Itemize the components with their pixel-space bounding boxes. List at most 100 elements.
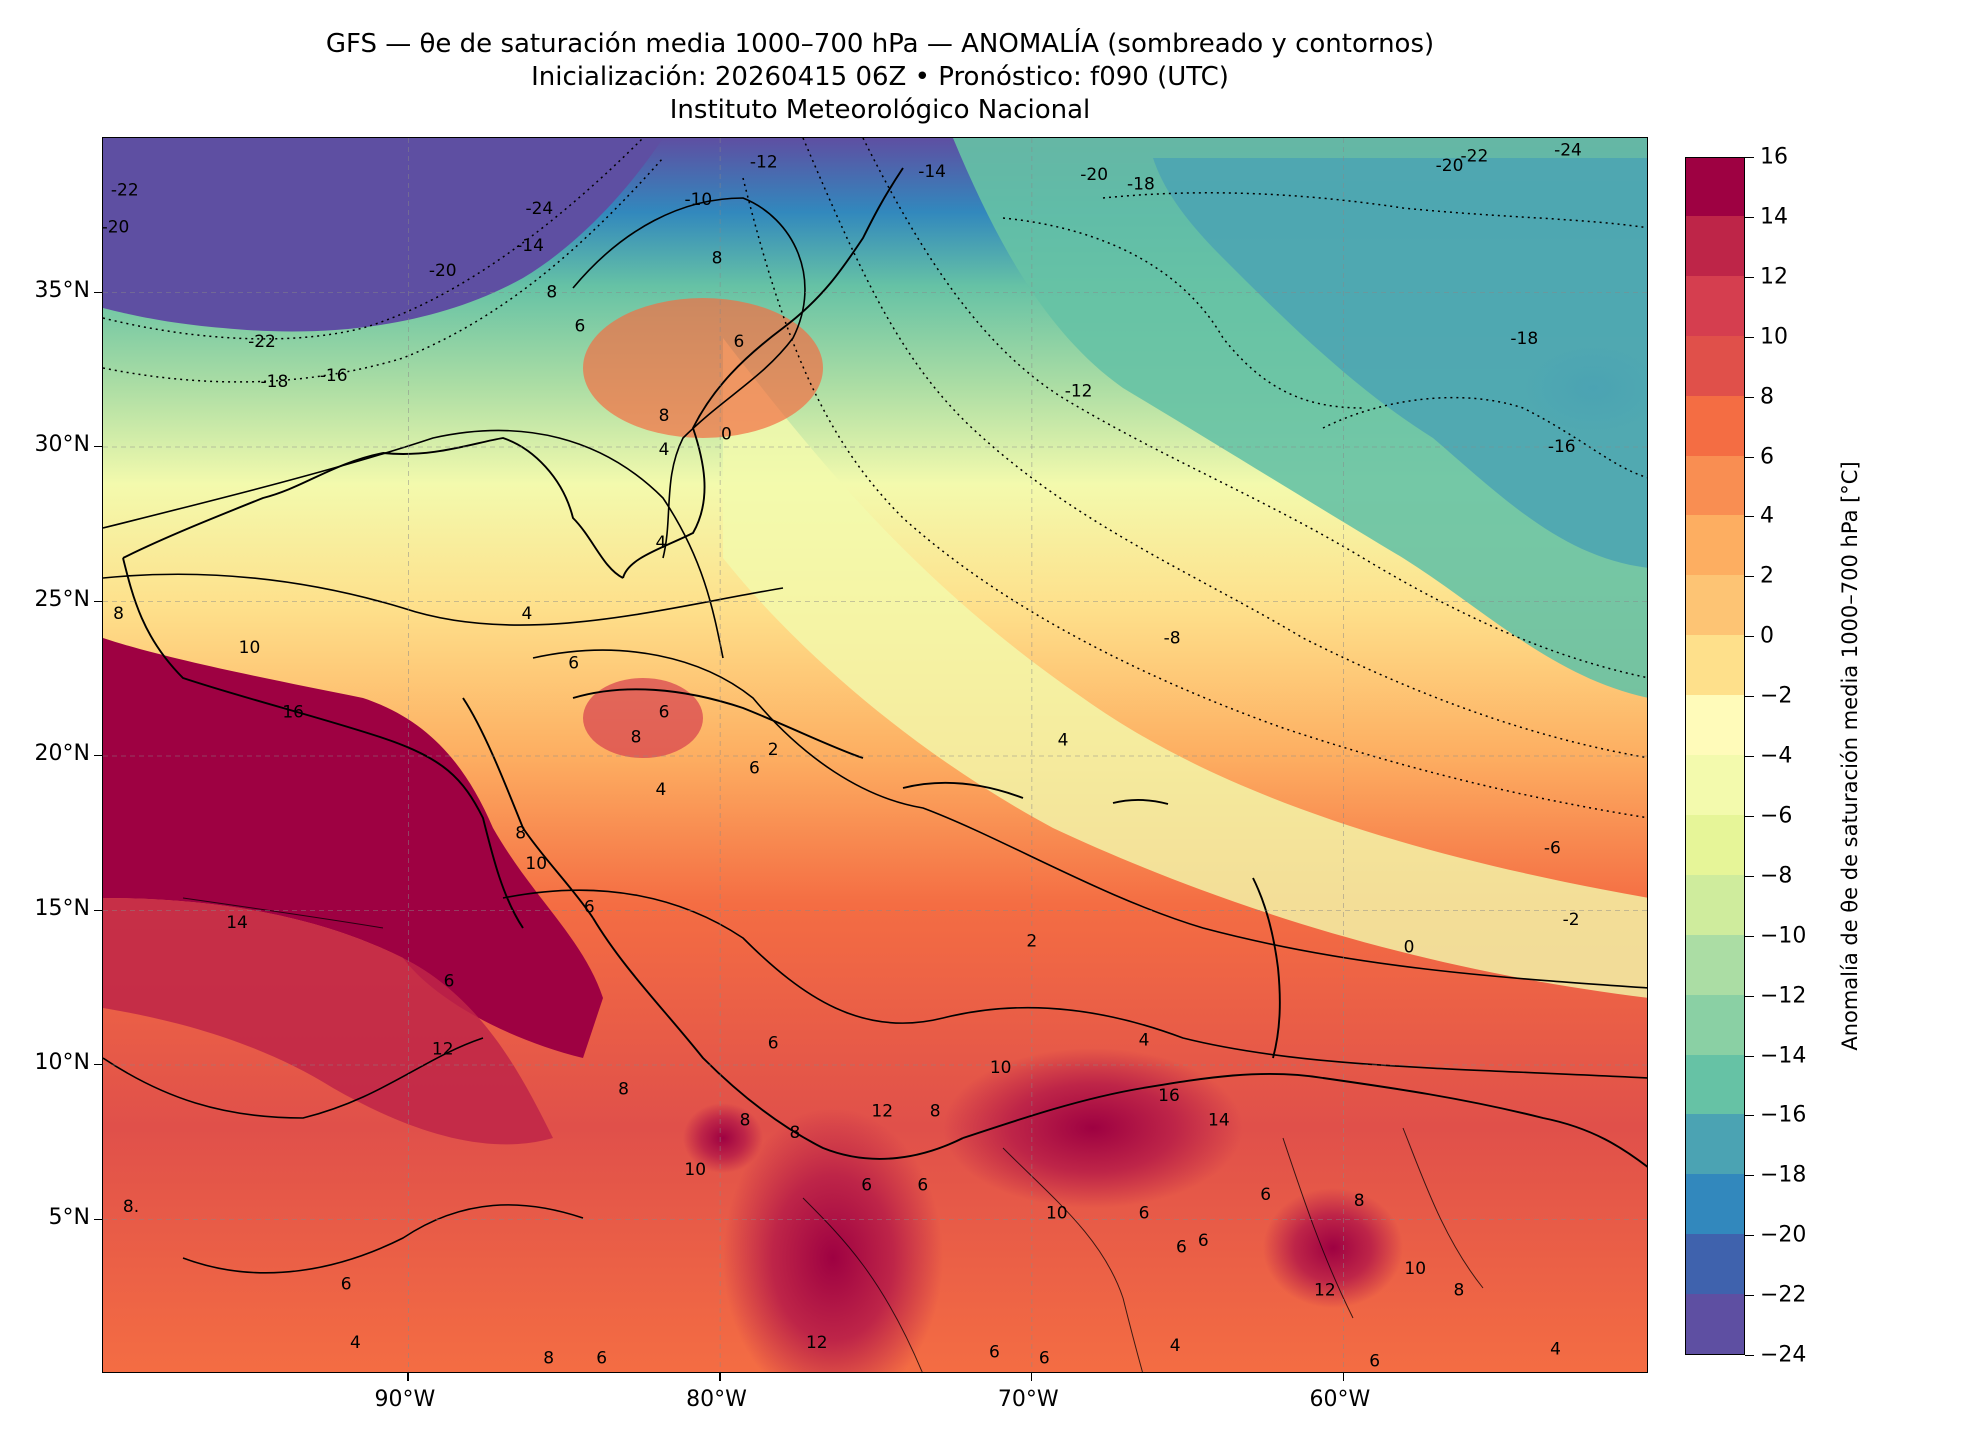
colorbar-tick-mark [1745,756,1754,757]
contour-solid-3 [532,649,1647,989]
map-panel[interactable]: -22 -20 -24 -22 -20 -18 -16 -14 -12 -10 8 6 8 6 8 4 0 4 -1… [102,137,1648,1373]
border-1 [182,897,384,929]
contour-label: -24 [1554,140,1582,160]
colorbar-segment [1686,158,1744,216]
colorbar-segment [1686,574,1744,636]
colorbar-segment [1686,934,1744,995]
south-america-north-coastline [962,1072,1647,1168]
contour-label: -22 [1461,147,1489,167]
contour-label: 6 [749,758,760,778]
lat-tick-mark [94,600,102,602]
border-4 [1402,1127,1484,1289]
colorbar-tick-label: 4 [1760,503,1774,529]
contour-label: 10 [684,1160,706,1180]
contour-label: 16 [282,703,304,723]
colorbar-tick-mark [1745,1235,1754,1237]
contour-label: -24 [525,199,553,219]
panama-warm-spot [683,1103,763,1173]
contour-dotted-7 [1322,396,1647,479]
contour-dotted-5 [742,177,1647,819]
contour-label: 0 [721,425,732,445]
contour-label: 8 [659,406,670,426]
contour-label: 4 [1139,1030,1150,1050]
colorbar-tick-mark [1745,1115,1754,1117]
colorbar-tick-mark [1745,935,1754,937]
mexico-gulf-coastline [122,557,524,929]
cuba-warm-spot [583,678,703,758]
dotted-contours [103,138,1647,819]
contour-label: 6 [574,316,585,336]
lat-tick-mark [94,755,102,757]
colorbar-tick-label: −22 [1760,1282,1807,1308]
us-gulf-coastline [122,437,624,579]
title-line-3: Instituto Meteorológico Nacional [669,95,1091,125]
contour-label: 6 [568,653,579,673]
colorbar-tick-label: 2 [1760,563,1774,589]
colorbar-tick-mark [1745,276,1754,278]
colorbar-segment [1686,215,1744,276]
title-block: GFS — θe de saturación media 1000–700 hP… [100,28,1660,127]
colorbar-tick-label: −4 [1760,743,1793,769]
contour-label: -18 [1510,329,1538,349]
contour-label: 6 [1260,1185,1271,1205]
colorbar-tick-label: 16 [1760,144,1788,170]
contour-label: 4 [1170,1336,1181,1356]
contour-label: 6 [659,703,670,723]
contour-dotted-8 [1002,217,1364,409]
contour-label: 8 [740,1111,751,1131]
venezuela-warm-spot [943,1048,1243,1208]
contour-label: 6 [1139,1203,1150,1223]
contour-label: 4 [1058,731,1069,751]
contour-label: 6 [989,1342,1000,1362]
colorbar-segment [1686,455,1744,516]
contour-label: 6 [1039,1349,1050,1369]
lon-tick-label: 60°W [1309,1387,1371,1412]
contour-label: 10 [239,638,261,658]
contour-label: -12 [1065,381,1093,401]
contour-label: -18 [261,372,289,392]
colorbar-tick-mark [1745,1295,1754,1297]
colorbar-segment [1686,1113,1744,1175]
antilles-arc [1252,877,1281,1059]
coastlines [122,167,1647,1168]
contour-label: 6 [861,1176,872,1196]
contour-label: -16 [320,366,348,386]
contour-label: -14 [516,236,544,256]
colorbar-tick-label: −18 [1760,1162,1807,1188]
colorbar-tick-label: 0 [1760,623,1774,649]
colorbar-tick-label: −8 [1760,863,1793,889]
colorbar-segment [1686,335,1744,396]
contour-label: 6 [733,332,744,352]
colorbar-segment [1686,814,1744,875]
lat-tick-label: 10°N [34,1050,90,1075]
contour-solid-2 [103,573,784,626]
contour-label-layer: -22-20-24-22-20-18 -16-14-12-1086868404-1… [103,140,1582,1371]
contour-label: -20 [103,218,129,238]
title-line-1: GFS — θe de saturación media 1000–700 hP… [325,29,1435,59]
lat-tick-mark [94,291,102,293]
contour-label: 8 [113,604,124,624]
colorbar-segment [1686,514,1744,576]
colorbar-tick-mark [1745,636,1754,638]
contour-label: 4 [656,533,667,553]
contour-label: 6 [341,1274,352,1294]
lat-tick-label: 25°N [34,586,90,612]
contour-label: -22 [248,332,276,352]
colorbar-tick-mark [1745,157,1754,158]
lat-tick-mark [94,1064,102,1066]
contour-label: 8 [1453,1281,1464,1301]
contour-label: 12 [432,1040,454,1060]
colorbar-tick-mark [1745,696,1754,698]
contour-label: -20 [1080,165,1108,185]
colorbar-tick-mark [1745,815,1754,817]
contour-solid-5 [103,1037,484,1119]
contour-solid-1 [103,429,724,659]
colorbar [1685,157,1745,1355]
colorbar-tick-mark [1745,1355,1754,1356]
contour-label: 4 [521,604,532,624]
contour-label: 8 [712,249,723,269]
colorbar-tick-mark [1745,456,1754,458]
lat-tick-label: 15°N [34,895,90,921]
contour-label: 16 [1158,1086,1180,1106]
colorbar-tick-label: −10 [1760,923,1807,949]
